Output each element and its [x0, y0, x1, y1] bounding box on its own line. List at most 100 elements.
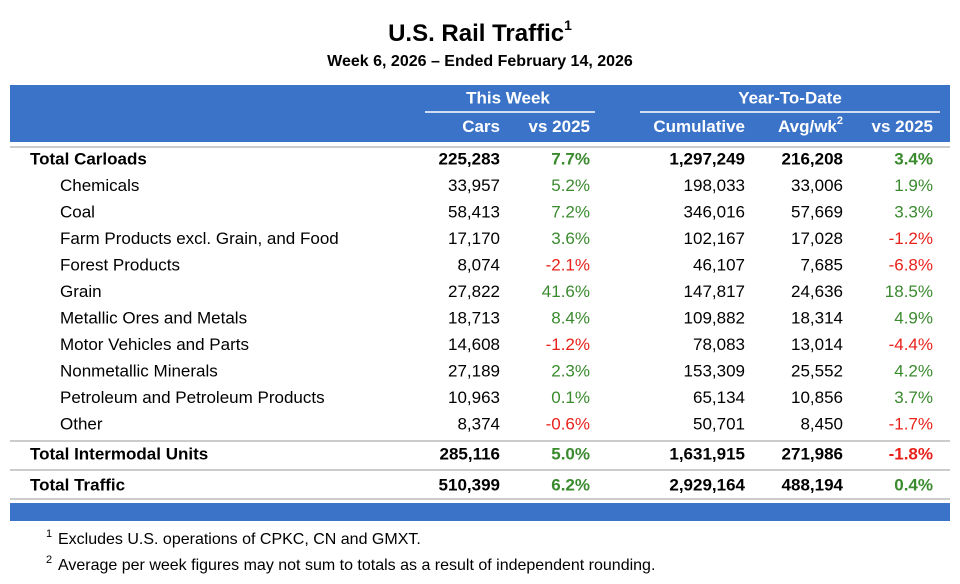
cell: 18,713 [448, 308, 500, 327]
title-note: 1 [564, 17, 572, 33]
cell: -1.8% [889, 444, 933, 463]
cell: 285,116 [439, 444, 500, 463]
cell: 109,882 [684, 308, 745, 327]
cell: 8.4% [551, 308, 590, 327]
column-label: vs 2025 [529, 117, 590, 136]
cell: 5.0% [551, 444, 590, 463]
cell: 147,817 [684, 282, 745, 301]
cell: 25,552 [791, 361, 843, 380]
cell: 17,170 [448, 229, 500, 248]
cell: 510,399 [439, 475, 500, 494]
group-header: This Week [466, 88, 550, 107]
cell: 3.4% [894, 149, 933, 168]
footnote-mark: 1 [46, 528, 52, 540]
cell: 57,669 [791, 202, 843, 221]
footnote-text: Average per week figures may not sum to … [58, 557, 655, 574]
footnote-mark: 2 [46, 554, 52, 566]
cell: -6.8% [889, 255, 933, 274]
cell: -1.2% [546, 335, 590, 354]
cell: 8,450 [800, 414, 843, 433]
cell: 102,167 [684, 229, 745, 248]
column-header: Cumulative [653, 117, 745, 136]
row-label: Total Carloads [30, 149, 147, 168]
cell: -0.6% [546, 414, 590, 433]
row-label: Total Intermodal Units [30, 444, 208, 463]
cell: 271,986 [782, 444, 843, 463]
cell: -2.1% [546, 255, 590, 274]
cell: 0.1% [551, 388, 590, 407]
cell: 27,822 [448, 282, 500, 301]
cell: 58,413 [448, 202, 500, 221]
group-header: Year-To-Date [738, 88, 842, 107]
header-band [10, 85, 950, 142]
column-label: Cumulative [653, 117, 745, 136]
cell: 4.2% [894, 361, 933, 380]
title: U.S. Rail Traffic1 [388, 17, 572, 48]
cell: 4.9% [894, 308, 933, 327]
cell: 33,957 [448, 176, 500, 195]
cell: 7.2% [551, 202, 590, 221]
row-label: Coal [60, 202, 95, 221]
cell: 8,374 [457, 414, 500, 433]
cell: 7.7% [551, 149, 590, 168]
column-label: Cars [462, 117, 500, 136]
column-header: vs 2025 [872, 117, 933, 136]
cell: 488,194 [782, 475, 844, 494]
column-label: vs 2025 [872, 117, 933, 136]
cell: 27,189 [448, 361, 500, 380]
row-label: Farm Products excl. Grain, and Food [60, 229, 339, 248]
cell: 3.7% [894, 388, 933, 407]
cell: 8,074 [457, 255, 500, 274]
column-label: Avg/wk [778, 117, 837, 136]
cell: 17,028 [791, 229, 843, 248]
cell: 153,309 [684, 361, 745, 380]
row-label: Other [60, 414, 103, 433]
cell: 225,283 [439, 149, 500, 168]
title-text: U.S. Rail Traffic [388, 20, 564, 47]
row-label: Nonmetallic Minerals [60, 361, 218, 380]
cell: 7,685 [800, 255, 843, 274]
cell: 1,297,249 [669, 149, 745, 168]
cell: 198,033 [684, 176, 745, 195]
cell: 0.4% [894, 475, 933, 494]
cell: 5.2% [551, 176, 590, 195]
row-label: Grain [60, 282, 102, 301]
column-header: vs 2025 [529, 117, 590, 136]
cell: 1.9% [894, 176, 933, 195]
cell: 65,134 [693, 388, 745, 407]
cell: 2.3% [551, 361, 590, 380]
cell: 3.6% [551, 229, 590, 248]
cell: 50,701 [693, 414, 745, 433]
footer-band [10, 503, 950, 521]
cell: 10,856 [791, 388, 843, 407]
cell: 78,083 [693, 335, 745, 354]
cell: 10,963 [448, 388, 500, 407]
cell: 41.6% [542, 282, 590, 301]
cell: -1.7% [889, 414, 933, 433]
cell: 13,014 [791, 335, 843, 354]
column-header: Avg/wk2 [778, 115, 843, 137]
cell: 24,636 [791, 282, 843, 301]
cell: 2,929,164 [669, 475, 745, 494]
cell: 1,631,915 [669, 444, 745, 463]
cell: 33,006 [791, 176, 843, 195]
cell: 14,608 [448, 335, 500, 354]
column-header: Cars [462, 117, 500, 136]
column-note: 2 [837, 115, 843, 127]
cell: -4.4% [889, 335, 933, 354]
row-label: Metallic Ores and Metals [60, 308, 247, 327]
footnote-text: Excludes U.S. operations of CPKC, CN and… [58, 531, 421, 548]
cell: 18.5% [885, 282, 933, 301]
row-label: Motor Vehicles and Parts [60, 335, 249, 354]
cell: 3.3% [894, 202, 933, 221]
row-label: Forest Products [60, 255, 180, 274]
cell: 346,016 [684, 202, 745, 221]
cell: 18,314 [791, 308, 843, 327]
row-label: Petroleum and Petroleum Products [60, 388, 325, 407]
row-label: Chemicals [60, 176, 139, 195]
cell: 216,208 [782, 149, 843, 168]
row-label: Total Traffic [30, 475, 125, 494]
cell: -1.2% [889, 229, 933, 248]
cell: 46,107 [693, 255, 745, 274]
